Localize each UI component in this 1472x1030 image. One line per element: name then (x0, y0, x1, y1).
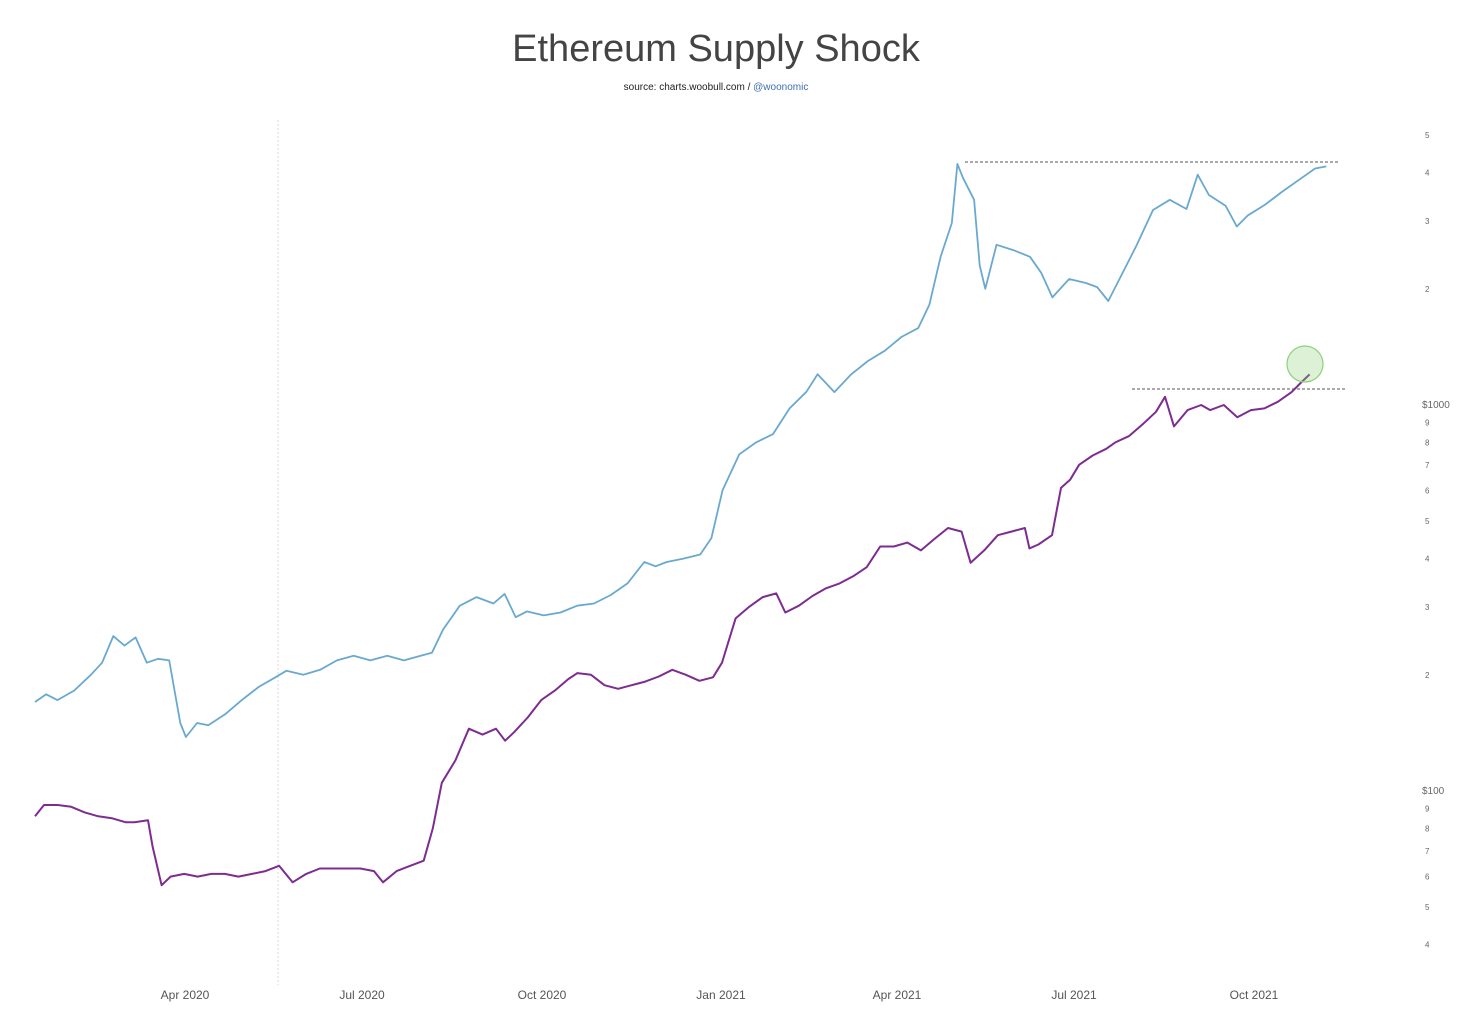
x-tick-label-6: Oct 2021 (1230, 988, 1279, 1002)
highlight-group (1286, 345, 1324, 383)
y-tick-label-4: $1000 (1422, 400, 1450, 411)
y-tick-label-5: 9 (1425, 419, 1430, 428)
y-tick-label-18: 5 (1425, 903, 1430, 912)
series-group (34, 163, 1327, 887)
y-tick-label-11: 3 (1425, 603, 1430, 612)
y-tick-label-12: 2 (1425, 671, 1430, 680)
y-tick-label-7: 7 (1425, 461, 1430, 470)
highlight-circle (1286, 345, 1324, 383)
y-tick-label-17: 6 (1425, 873, 1430, 882)
y-tick-label-15: 8 (1425, 824, 1430, 833)
reference-lines (965, 161, 1346, 390)
x-tick-label-4: Apr 2021 (873, 988, 922, 1002)
y-tick-label-2: 3 (1425, 217, 1430, 226)
supply-shock-line (34, 163, 1327, 738)
x-tick-label-3: Jan 2021 (696, 988, 746, 1002)
y-tick-label-19: 4 (1425, 941, 1430, 950)
y-tick-label-0: 5 (1425, 131, 1430, 140)
y-tick-label-9: 5 (1425, 517, 1430, 526)
y-tick-label-10: 4 (1425, 555, 1430, 564)
y-tick-label-8: 6 (1425, 487, 1430, 496)
eth-price-line (34, 373, 1311, 887)
y-tick-label-13: $100 (1422, 786, 1445, 797)
chart-title: Ethereum Supply Shock (512, 28, 920, 70)
x-tick-label-5: Jul 2021 (1051, 988, 1097, 1002)
y-tick-label-14: 9 (1425, 805, 1430, 814)
subtitle-handle-link[interactable]: @woonomic (753, 82, 809, 93)
y-tick-label-6: 8 (1425, 438, 1430, 447)
x-axis: Apr 2020 Jul 2020 Oct 2020 Jan 2021 Apr 2021… (161, 988, 1279, 1002)
y-tick-label-3: 2 (1425, 285, 1430, 294)
y-tick-label-16: 7 (1425, 847, 1430, 856)
y-axis: 5 4 3 2 $1000 9 8 7 6 5 4 3 2 $100 9 8 7 6 5 4 (1422, 131, 1450, 949)
subtitle-source: source: charts.woobull.com / (623, 82, 751, 93)
x-tick-label-2: Oct 2020 (518, 988, 567, 1002)
x-tick-label-0: Apr 2020 (161, 988, 210, 1002)
x-tick-label-1: Jul 2020 (339, 988, 385, 1002)
y-tick-label-1: 4 (1425, 169, 1430, 178)
chart-subtitle: source: charts.woobull.com / @woonomic (0, 82, 1432, 93)
